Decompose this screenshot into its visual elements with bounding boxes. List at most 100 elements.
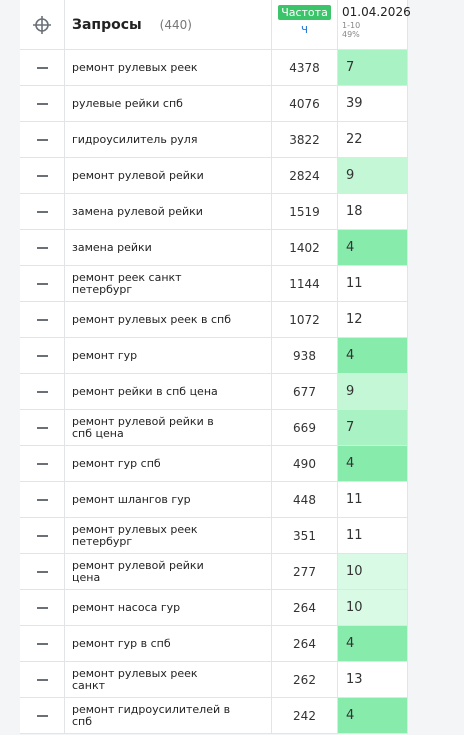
position: 10 [338,554,408,590]
remove-button[interactable] [20,698,65,734]
dash-icon [36,354,48,357]
remove-button[interactable] [20,446,65,482]
frequency: 351 [272,518,338,554]
query: ремонт рулевых реек петербург [65,518,272,554]
position: 4 [338,230,408,266]
query: ремонт рулевых реек в спб [65,302,272,338]
remove-button[interactable] [20,266,65,302]
frequency: 3822 [272,122,338,158]
position: 12 [338,302,408,338]
query: ремонт рулевой рейки [65,158,272,194]
frequency: 1072 [272,302,338,338]
frequency: 277 [272,554,338,590]
query: гидроусилитель руля [65,122,272,158]
query: ремонт рулевой рейки цена [65,554,272,590]
dash-icon [36,102,48,105]
remove-button[interactable] [20,194,65,230]
remove-button[interactable] [20,122,65,158]
query-header[interactable]: Запросы (440) [65,0,272,50]
target-icon [33,15,51,34]
dash-icon [36,570,48,573]
frequency: 264 [272,626,338,662]
remove-button[interactable] [20,518,65,554]
remove-button[interactable] [20,302,65,338]
remove-button[interactable] [20,158,65,194]
frequency: 4378 [272,50,338,86]
date: 01.04.2026 [342,5,411,19]
dash-icon [36,678,48,681]
remove-button[interactable] [20,230,65,266]
query: ремонт гидроусилителей в спб [65,698,272,734]
frequency: 2824 [272,158,338,194]
frequency: 1402 [272,230,338,266]
query: ремонт реек санкт петербург [65,266,272,302]
dash-icon [36,498,48,501]
remove-button[interactable] [20,86,65,122]
position: 18 [338,194,408,230]
query: ремонт шлангов гур [65,482,272,518]
remove-button[interactable] [20,374,65,410]
position: 11 [338,266,408,302]
frequency: 938 [272,338,338,374]
position: 7 [338,50,408,86]
position: 39 [338,86,408,122]
frequency: 490 [272,446,338,482]
remove-button[interactable] [20,590,65,626]
frequency: 264 [272,590,338,626]
dash-icon [36,390,48,393]
position: 11 [338,482,408,518]
frequency: 677 [272,374,338,410]
range: 1-10 [342,21,361,30]
query: ремонт рулевых реек санкт [65,662,272,698]
position: 9 [338,158,408,194]
dash-icon [36,462,48,465]
position: 22 [338,122,408,158]
dash-icon [36,246,48,249]
frequency: 1519 [272,194,338,230]
remove-button[interactable] [20,338,65,374]
frequency: 669 [272,410,338,446]
dash-icon [36,318,48,321]
position: 11 [338,518,408,554]
query: ремонт гур в спб [65,626,272,662]
query: ремонт рейки в спб цена [65,374,272,410]
dash-icon [36,174,48,177]
frequency-header[interactable]: Частота ч [272,0,338,50]
query: ремонт насоса гур [65,590,272,626]
dash-icon [36,426,48,429]
target-icon-cell[interactable] [20,0,65,50]
query: ремонт гур [65,338,272,374]
dash-icon [36,282,48,285]
position: 7 [338,410,408,446]
query: ремонт гур спб [65,446,272,482]
frequency: 242 [272,698,338,734]
remove-button[interactable] [20,482,65,518]
frequency: 1144 [272,266,338,302]
frequency: 448 [272,482,338,518]
frequency: 4076 [272,86,338,122]
remove-button[interactable] [20,50,65,86]
query: рулевые рейки спб [65,86,272,122]
remove-button[interactable] [20,662,65,698]
frequency-badge: Частота [278,5,331,20]
date-header[interactable]: 01.04.2026 1-10 49% [338,0,411,50]
dash-icon [36,210,48,213]
frequency: 262 [272,662,338,698]
position: 13 [338,662,408,698]
frequency-sub: ч [300,22,309,36]
percent: 49% [342,30,360,39]
dash-icon [36,534,48,537]
query-count: (440) [159,17,192,32]
position: 4 [338,698,408,734]
position: 9 [338,374,408,410]
position: 4 [338,338,408,374]
remove-button[interactable] [20,554,65,590]
dash-icon [36,714,48,717]
query: замена рейки [65,230,272,266]
query: ремонт рулевых реек [65,50,272,86]
dash-icon [36,138,48,141]
dash-icon [36,66,48,69]
remove-button[interactable] [20,410,65,446]
remove-button[interactable] [20,626,65,662]
